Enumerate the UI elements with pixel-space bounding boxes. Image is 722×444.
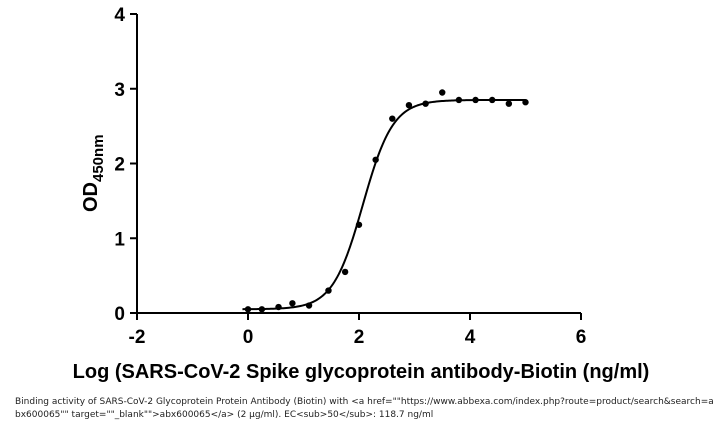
data-point <box>258 306 266 313</box>
data-point <box>325 287 332 294</box>
data-point <box>505 100 513 107</box>
fit-curve <box>242 98 526 311</box>
data-point <box>341 268 349 276</box>
x-tick-label: -2 <box>129 327 146 348</box>
y-tick-label: 2 <box>114 155 125 176</box>
data-point <box>305 302 313 309</box>
data-point <box>455 96 463 104</box>
x-tick-label: 2 <box>354 327 365 348</box>
data-point <box>439 89 446 96</box>
data-point <box>275 303 282 311</box>
data-point <box>472 96 479 104</box>
data-point <box>405 101 413 109</box>
y-tick-label: 3 <box>114 80 125 101</box>
data-point <box>422 100 429 107</box>
x-axis-title: Log (SARS-CoV-2 Spike glycoprotein antib… <box>73 361 650 383</box>
y-axis-title: OD450nm <box>80 134 107 212</box>
x-tick-label: 6 <box>576 327 587 348</box>
x-tick-label: 0 <box>243 327 254 348</box>
y-tick-label: 4 <box>114 5 125 26</box>
data-point <box>522 99 529 106</box>
x-tick-label: 4 <box>465 327 476 348</box>
data-point <box>244 306 252 313</box>
data-point <box>355 221 363 228</box>
figure-caption: Binding activity of SARS-CoV-2 Glycoprot… <box>15 397 714 420</box>
y-tick-label: 1 <box>114 229 125 250</box>
y-tick-label: 0 <box>114 304 125 325</box>
data-point <box>489 96 496 104</box>
data-point <box>389 115 396 122</box>
data-point <box>289 300 296 307</box>
data-point <box>372 156 379 163</box>
